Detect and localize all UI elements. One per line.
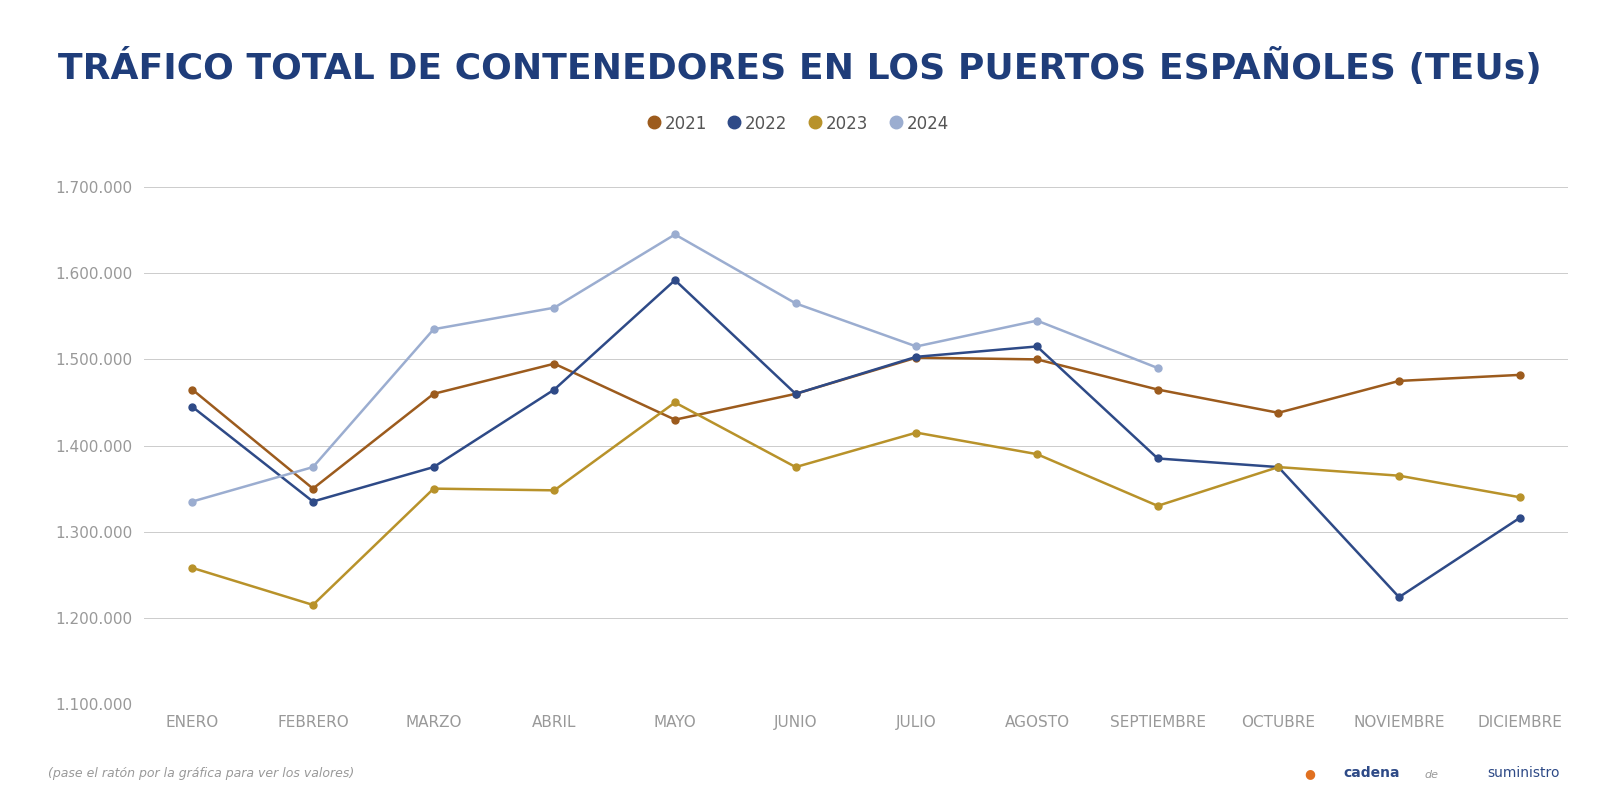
- 2021: [786, 389, 805, 398]
- 2023: [1389, 471, 1408, 481]
- 2023: [304, 600, 323, 610]
- 2022: [1149, 454, 1168, 463]
- 2023: [786, 462, 805, 472]
- 2023: [1510, 493, 1530, 502]
- Text: cadena: cadena: [1344, 766, 1400, 780]
- 2021: [544, 359, 563, 369]
- 2024: [666, 230, 685, 239]
- 2022: [1027, 342, 1046, 351]
- 2022: [182, 402, 202, 411]
- 2023: [544, 486, 563, 495]
- 2022: [1510, 513, 1530, 522]
- 2021: [424, 389, 443, 398]
- 2024: [424, 325, 443, 334]
- 2022: [907, 352, 926, 362]
- 2023: [424, 484, 443, 494]
- 2023: [1149, 501, 1168, 510]
- 2023: [1269, 462, 1288, 472]
- Line: 2023: 2023: [189, 399, 1523, 608]
- Text: suministro: suministro: [1488, 766, 1560, 780]
- 2021: [1269, 408, 1288, 418]
- 2021: [907, 353, 926, 362]
- Line: 2024: 2024: [189, 231, 1162, 505]
- Line: 2021: 2021: [189, 354, 1523, 492]
- Line: 2022: 2022: [189, 277, 1523, 601]
- 2024: [544, 303, 563, 313]
- Text: (pase el ratón por la gráfica para ver los valores): (pase el ratón por la gráfica para ver l…: [48, 767, 354, 780]
- 2022: [304, 497, 323, 506]
- 2022: [1269, 462, 1288, 472]
- Legend: 2021, 2022, 2023, 2024: 2021, 2022, 2023, 2024: [645, 108, 955, 140]
- 2021: [1149, 385, 1168, 394]
- Text: TRÁFICO TOTAL DE CONTENEDORES EN LOS PUERTOS ESPAÑOLES (TEUs): TRÁFICO TOTAL DE CONTENEDORES EN LOS PUE…: [58, 48, 1542, 86]
- 2021: [1510, 370, 1530, 380]
- 2024: [1027, 316, 1046, 326]
- 2022: [1389, 592, 1408, 602]
- 2021: [1389, 376, 1408, 386]
- 2021: [666, 415, 685, 425]
- 2024: [1149, 363, 1168, 373]
- 2024: [304, 462, 323, 472]
- 2023: [666, 398, 685, 407]
- 2024: [786, 298, 805, 308]
- 2022: [666, 275, 685, 285]
- 2023: [907, 428, 926, 438]
- Text: ●: ●: [1304, 767, 1315, 780]
- 2022: [424, 462, 443, 472]
- 2021: [304, 484, 323, 494]
- 2023: [1027, 450, 1046, 459]
- 2024: [182, 497, 202, 506]
- 2024: [907, 342, 926, 351]
- 2021: [1027, 354, 1046, 364]
- 2023: [182, 563, 202, 573]
- 2022: [544, 385, 563, 394]
- Text: de: de: [1424, 770, 1438, 780]
- 2021: [182, 385, 202, 394]
- 2022: [786, 389, 805, 398]
